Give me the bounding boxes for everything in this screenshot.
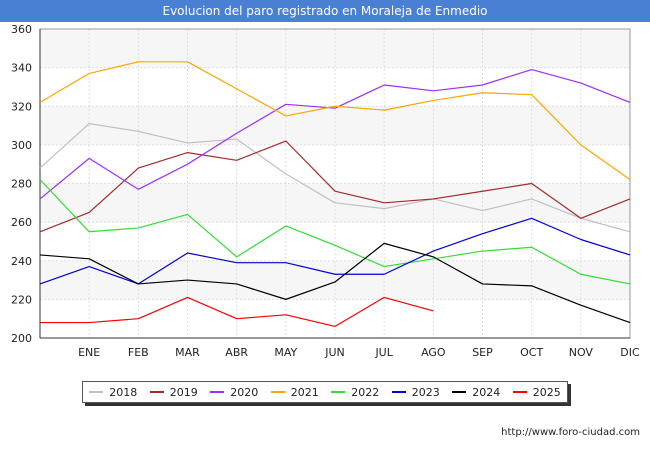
series-lines <box>39 61 631 328</box>
legend-label: 2019 <box>169 385 198 399</box>
y-tick-label: 360 <box>11 23 32 36</box>
legend-item-2022: 2022 <box>331 386 379 399</box>
legend-swatch <box>512 391 527 393</box>
x-tick-label: JUN <box>324 346 345 359</box>
x-tick-label: FEB <box>128 346 149 359</box>
legend-label: 2023 <box>411 385 440 399</box>
legend-label: 2025 <box>532 385 561 399</box>
legend-item-2020: 2020 <box>210 386 258 399</box>
legend-item-2021: 2021 <box>270 385 319 399</box>
chart-title: Evolucion del paro registrado en Moralej… <box>0 0 650 22</box>
series-line-2022 <box>39 179 631 285</box>
y-tick-label: 300 <box>11 139 32 152</box>
legend-item-2019: 2019 <box>149 385 198 399</box>
series-line-2019 <box>39 140 631 233</box>
legend-item-2025: 2025 <box>512 385 561 399</box>
legend-swatch <box>452 391 467 393</box>
legend-label: 2020 <box>230 385 259 399</box>
series-line-2024 <box>39 242 631 324</box>
x-tick-label: NOV <box>569 346 594 359</box>
legend-item-2018: 2018 <box>89 386 137 399</box>
x-tick-label: ENE <box>78 346 100 359</box>
tick-labels: 200 220 240 260 280 300 320 340 360 ENE FEB MAR ABR M… <box>11 23 640 359</box>
y-tick-label: 200 <box>11 332 32 345</box>
legend-label: 2021 <box>290 385 319 399</box>
legend-swatch <box>391 391 406 393</box>
y-tick-label: 240 <box>11 255 32 268</box>
source-credit: http://www.foro-ciudad.com <box>501 427 640 438</box>
x-tick-label: ABR <box>225 346 248 359</box>
legend-label: 2018 <box>109 385 138 399</box>
x-tick-label: MAR <box>175 346 200 359</box>
y-tick-label: 280 <box>11 178 32 191</box>
x-tick-label: JUL <box>374 346 393 359</box>
legend: 2018 2019 2020 2021 2022 2023 2024 2025 <box>82 381 568 403</box>
axes <box>39 28 631 339</box>
legend-label: 2022 <box>351 385 380 399</box>
legend-item-2024: 2024 <box>452 386 500 399</box>
series-line-2021 <box>39 61 631 181</box>
legend-swatch <box>89 391 104 393</box>
y-tick-label: 320 <box>11 100 32 113</box>
x-tick-label: OCT <box>520 346 543 359</box>
x-tick-label: DIC <box>620 346 640 359</box>
y-tick-label: 340 <box>11 62 32 75</box>
legend-swatch <box>270 391 285 393</box>
legend-label: 2024 <box>472 385 501 399</box>
y-tick-label: 260 <box>11 216 32 229</box>
series-line-2018 <box>39 123 631 233</box>
grid-lines <box>40 28 631 339</box>
x-tick-label: AGO <box>421 346 446 359</box>
series-line-2020 <box>39 68 631 200</box>
x-tick-label: SEP <box>472 346 493 359</box>
legend-item-2023: 2023 <box>391 385 440 399</box>
x-tick-label: MAY <box>274 346 297 359</box>
legend-swatch <box>149 391 164 393</box>
y-tick-label: 220 <box>11 293 32 306</box>
legend-swatch <box>331 391 346 393</box>
series-line-2025 <box>40 296 434 328</box>
legend-swatch <box>210 391 225 393</box>
plot-band <box>40 260 630 300</box>
